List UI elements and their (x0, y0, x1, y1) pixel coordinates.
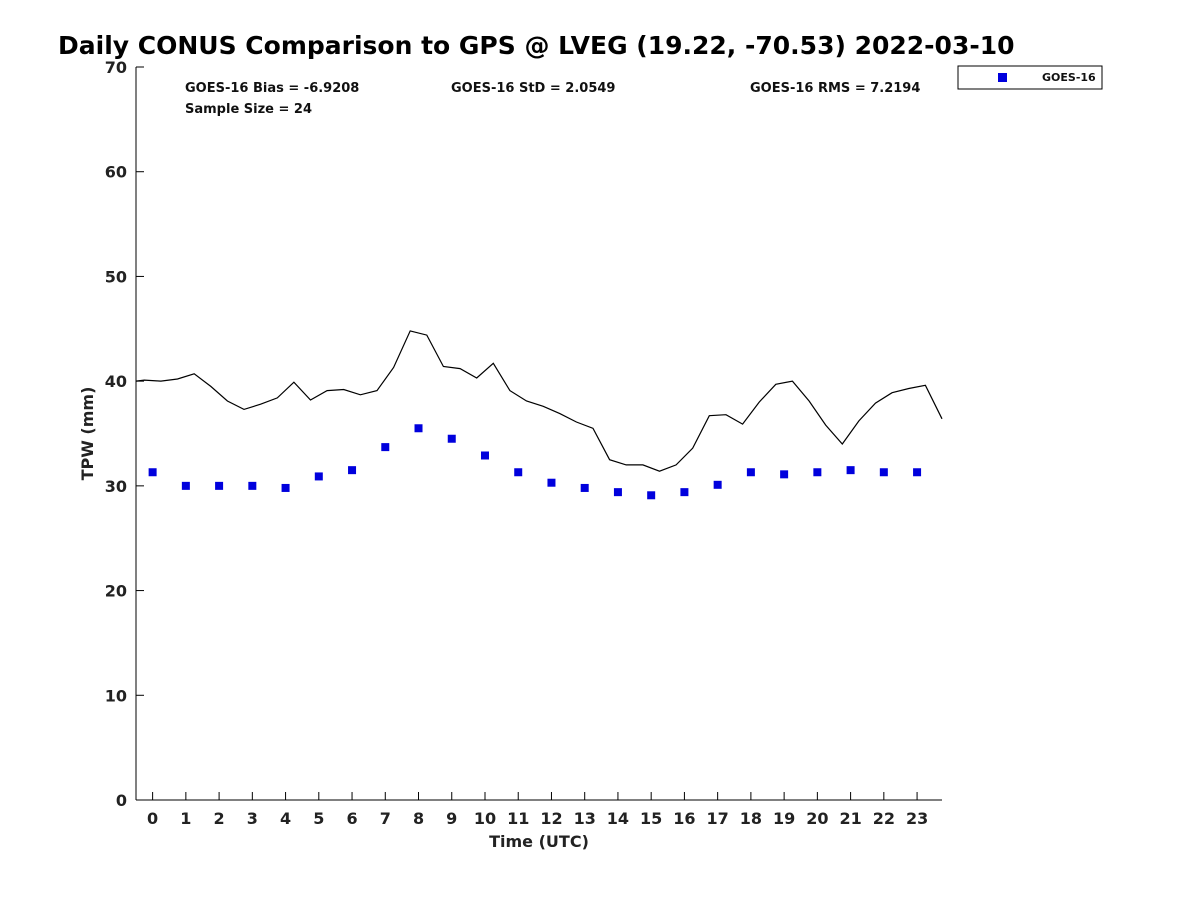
x-tick-label: 18 (740, 809, 762, 828)
y-axis-ticks: 0 10 20 30 40 50 60 70 (105, 58, 144, 810)
goes-16-point (780, 470, 789, 479)
bias-stat: GOES-16 Bias = -6.9208 (185, 81, 359, 96)
x-axis-ticks: 0 1 2 3 4 5 6 7 8 9 10 11 12 13 14 15 16 17 18 19 20 21 22 23 (147, 792, 928, 828)
goes-16-point (215, 481, 224, 490)
x-tick-label: 16 (673, 809, 695, 828)
goes-16-points (148, 424, 922, 500)
x-tick-label: 10 (474, 809, 496, 828)
x-tick-label: 12 (540, 809, 562, 828)
plot-frame (135, 67, 942, 801)
y-tick-label: 40 (105, 372, 127, 391)
std-stat: GOES-16 StD = 2.0549 (451, 81, 615, 96)
rms-stat: GOES-16 RMS = 7.2194 (750, 81, 920, 96)
y-axis-label: TPW (mm) (78, 387, 97, 481)
x-tick-label: 13 (574, 809, 596, 828)
y-tick-label: 30 (105, 477, 127, 496)
y-tick-label: 60 (105, 163, 127, 182)
legend: GOES-16 (957, 65, 1103, 90)
y-tick-label: 10 (105, 686, 127, 705)
x-tick-label: 8 (413, 809, 424, 828)
x-tick-label: 1 (180, 809, 191, 828)
goes-16-point (414, 424, 423, 433)
goes-16-point (913, 468, 922, 477)
goes-16-point (348, 466, 357, 475)
x-tick-label: 3 (247, 809, 258, 828)
x-tick-label: 17 (707, 809, 729, 828)
goes-16-point (746, 468, 755, 477)
goes-16-point (613, 488, 622, 497)
goes-16-point (248, 481, 257, 490)
x-tick-label: 9 (446, 809, 457, 828)
x-tick-label: 7 (380, 809, 391, 828)
legend-box (957, 65, 1103, 90)
chart-title: Daily CONUS Comparison to GPS @ LVEG (19… (58, 31, 1015, 60)
x-tick-label: 20 (806, 809, 828, 828)
y-tick-label: 20 (105, 582, 127, 601)
goes-16-point (813, 468, 822, 477)
goes-16-point (580, 483, 589, 492)
goes-16-point (480, 451, 489, 460)
x-tick-label: 22 (873, 809, 895, 828)
x-tick-label: 11 (507, 809, 529, 828)
x-tick-label: 15 (640, 809, 662, 828)
x-tick-label: 6 (346, 809, 357, 828)
goes-16-point (447, 434, 456, 443)
gps-line-series (135, 330, 943, 472)
y-tick-label: 0 (116, 791, 127, 810)
x-tick-label: 2 (214, 809, 225, 828)
legend-label-goes-16: GOES-16 (1042, 71, 1096, 84)
x-tick-label: 4 (280, 809, 291, 828)
x-tick-label: 14 (607, 809, 629, 828)
goes-16-point (647, 491, 656, 500)
x-tick-label: 5 (313, 809, 324, 828)
goes-16-point (680, 488, 689, 497)
goes-16-point (846, 466, 855, 475)
goes-16-point (281, 483, 290, 492)
goes-16-point (713, 480, 722, 489)
x-tick-label: 19 (773, 809, 795, 828)
y-tick-label: 70 (105, 58, 127, 77)
x-tick-label: 21 (839, 809, 861, 828)
goes-16-point (879, 468, 888, 477)
x-axis-label: Time (UTC) (489, 832, 589, 851)
x-tick-label: 23 (906, 809, 928, 828)
gps-tpw-line (135, 330, 943, 472)
goes-16-point (181, 481, 190, 490)
sample-size-stat: Sample Size = 24 (185, 102, 312, 117)
x-tick-label: 0 (147, 809, 158, 828)
goes-16-point (381, 443, 390, 452)
goes-16-point (547, 478, 556, 487)
legend-marker-goes-16 (998, 73, 1007, 82)
y-tick-label: 50 (105, 267, 127, 286)
goes-16-point (314, 472, 323, 481)
goes-16-point (514, 468, 523, 477)
goes-16-point (148, 468, 157, 477)
